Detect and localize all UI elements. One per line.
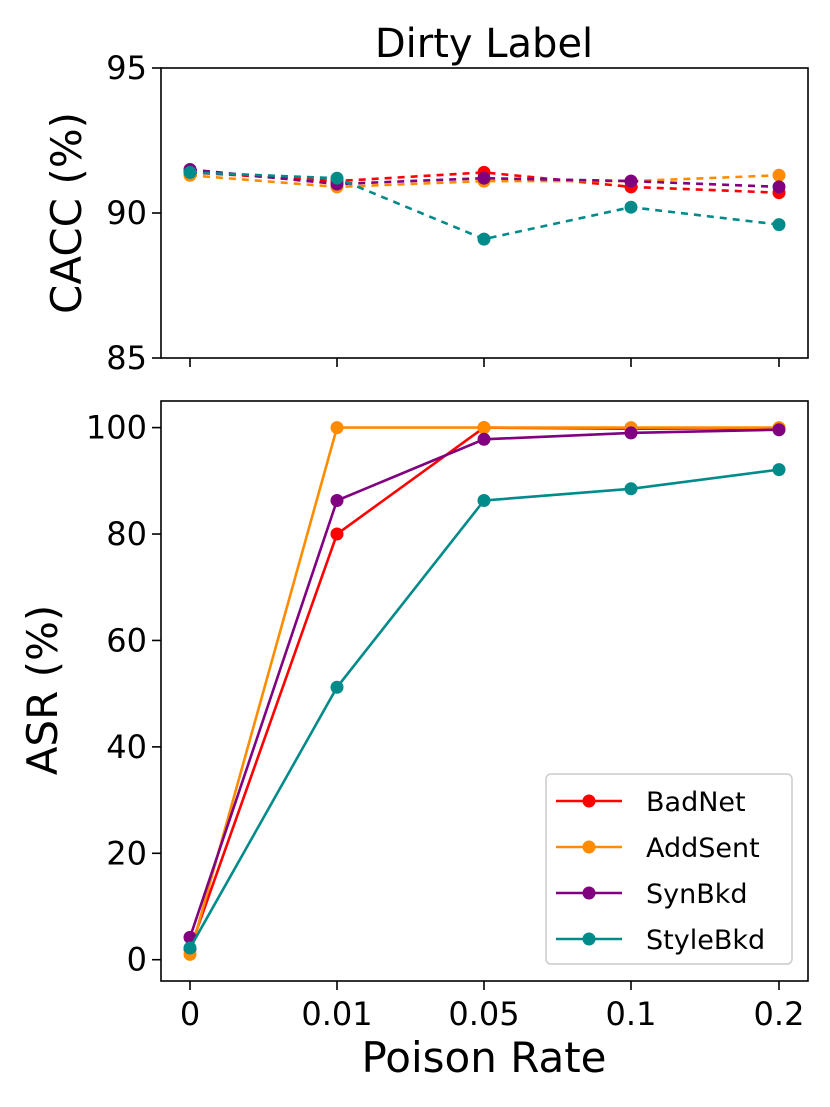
x-axis-label: Poison Rate — [361, 1033, 606, 1082]
legend-label-stylebkd: StyleBkd — [646, 925, 765, 956]
asr-panel: ASR (%) Poison Rate 0 20 40 60 80 100 0 0.01 0.0… — [18, 400, 809, 1082]
cacc-series-group — [183, 163, 786, 246]
cacc-point-stylebkd — [477, 232, 491, 246]
cacc-point-stylebkd — [183, 165, 197, 179]
cacc-point-synbkd — [477, 171, 491, 185]
cacc-axes-ticks: 85 90 95 — [106, 49, 780, 377]
asr-point-synbkd — [477, 432, 491, 446]
cacc-point-synbkd — [772, 180, 786, 194]
cacc-plot-frame — [160, 67, 809, 359]
asr-point-addsent — [477, 421, 491, 435]
asr-y-tick-label: 100 — [86, 409, 147, 447]
cacc-point-stylebkd — [624, 200, 638, 214]
x-tick-label: 0.1 — [606, 995, 657, 1033]
legend: BadNet AddSent SynBkd StyleBkd — [545, 773, 793, 965]
asr-point-stylebkd — [183, 941, 197, 955]
legend-box — [545, 773, 793, 965]
asr-point-stylebkd — [772, 463, 786, 477]
cacc-panel: Dirty Label CACC (%) 85 90 95 — [42, 21, 809, 377]
asr-point-synbkd — [330, 494, 344, 508]
x-tick-label: 0 — [180, 995, 200, 1033]
asr-point-stylebkd — [477, 494, 491, 508]
asr-y-tick-label: 0 — [127, 941, 147, 979]
legend-label-badnet: BadNet — [646, 787, 746, 818]
cacc-point-stylebkd — [772, 218, 786, 232]
cacc-point-stylebkd — [330, 171, 344, 185]
cacc-y-tick-label: 85 — [106, 339, 147, 377]
legend-label-synbkd: SynBkd — [646, 879, 748, 910]
asr-point-stylebkd — [330, 680, 344, 694]
cacc-y-axis-label: CACC (%) — [42, 112, 91, 314]
x-tick-label: 0.2 — [754, 995, 805, 1033]
legend-marker-badnet — [582, 794, 596, 808]
asr-point-synbkd — [772, 423, 786, 437]
asr-point-badnet — [330, 527, 344, 541]
asr-y-axis-label: ASR (%) — [18, 605, 67, 776]
asr-y-tick-label: 20 — [106, 834, 147, 872]
cacc-y-tick-label: 90 — [106, 194, 147, 232]
legend-marker-synbkd — [582, 886, 596, 900]
x-tick-label: 0.01 — [301, 995, 372, 1033]
asr-y-tick-label: 80 — [106, 515, 147, 553]
asr-plot-frame — [160, 400, 809, 982]
asr-point-synbkd — [624, 426, 638, 440]
asr-y-tick-label: 40 — [106, 728, 147, 766]
x-tick-label: 0.05 — [448, 995, 519, 1033]
asr-series-group — [183, 421, 786, 961]
legend-marker-addsent — [582, 840, 596, 854]
chart-title: Dirty Label — [375, 21, 593, 67]
cacc-point-synbkd — [624, 174, 638, 188]
cacc-y-tick-label: 95 — [106, 49, 147, 87]
asr-point-addsent — [330, 421, 344, 435]
legend-label-addsent: AddSent — [646, 833, 760, 864]
asr-point-stylebkd — [624, 482, 638, 496]
legend-marker-stylebkd — [582, 932, 596, 946]
cacc-point-addsent — [772, 168, 786, 182]
asr-axes-ticks: 0 20 40 60 80 100 0 0.01 0.05 0.1 0.2 — [86, 409, 805, 1033]
asr-y-tick-label: 60 — [106, 621, 147, 659]
